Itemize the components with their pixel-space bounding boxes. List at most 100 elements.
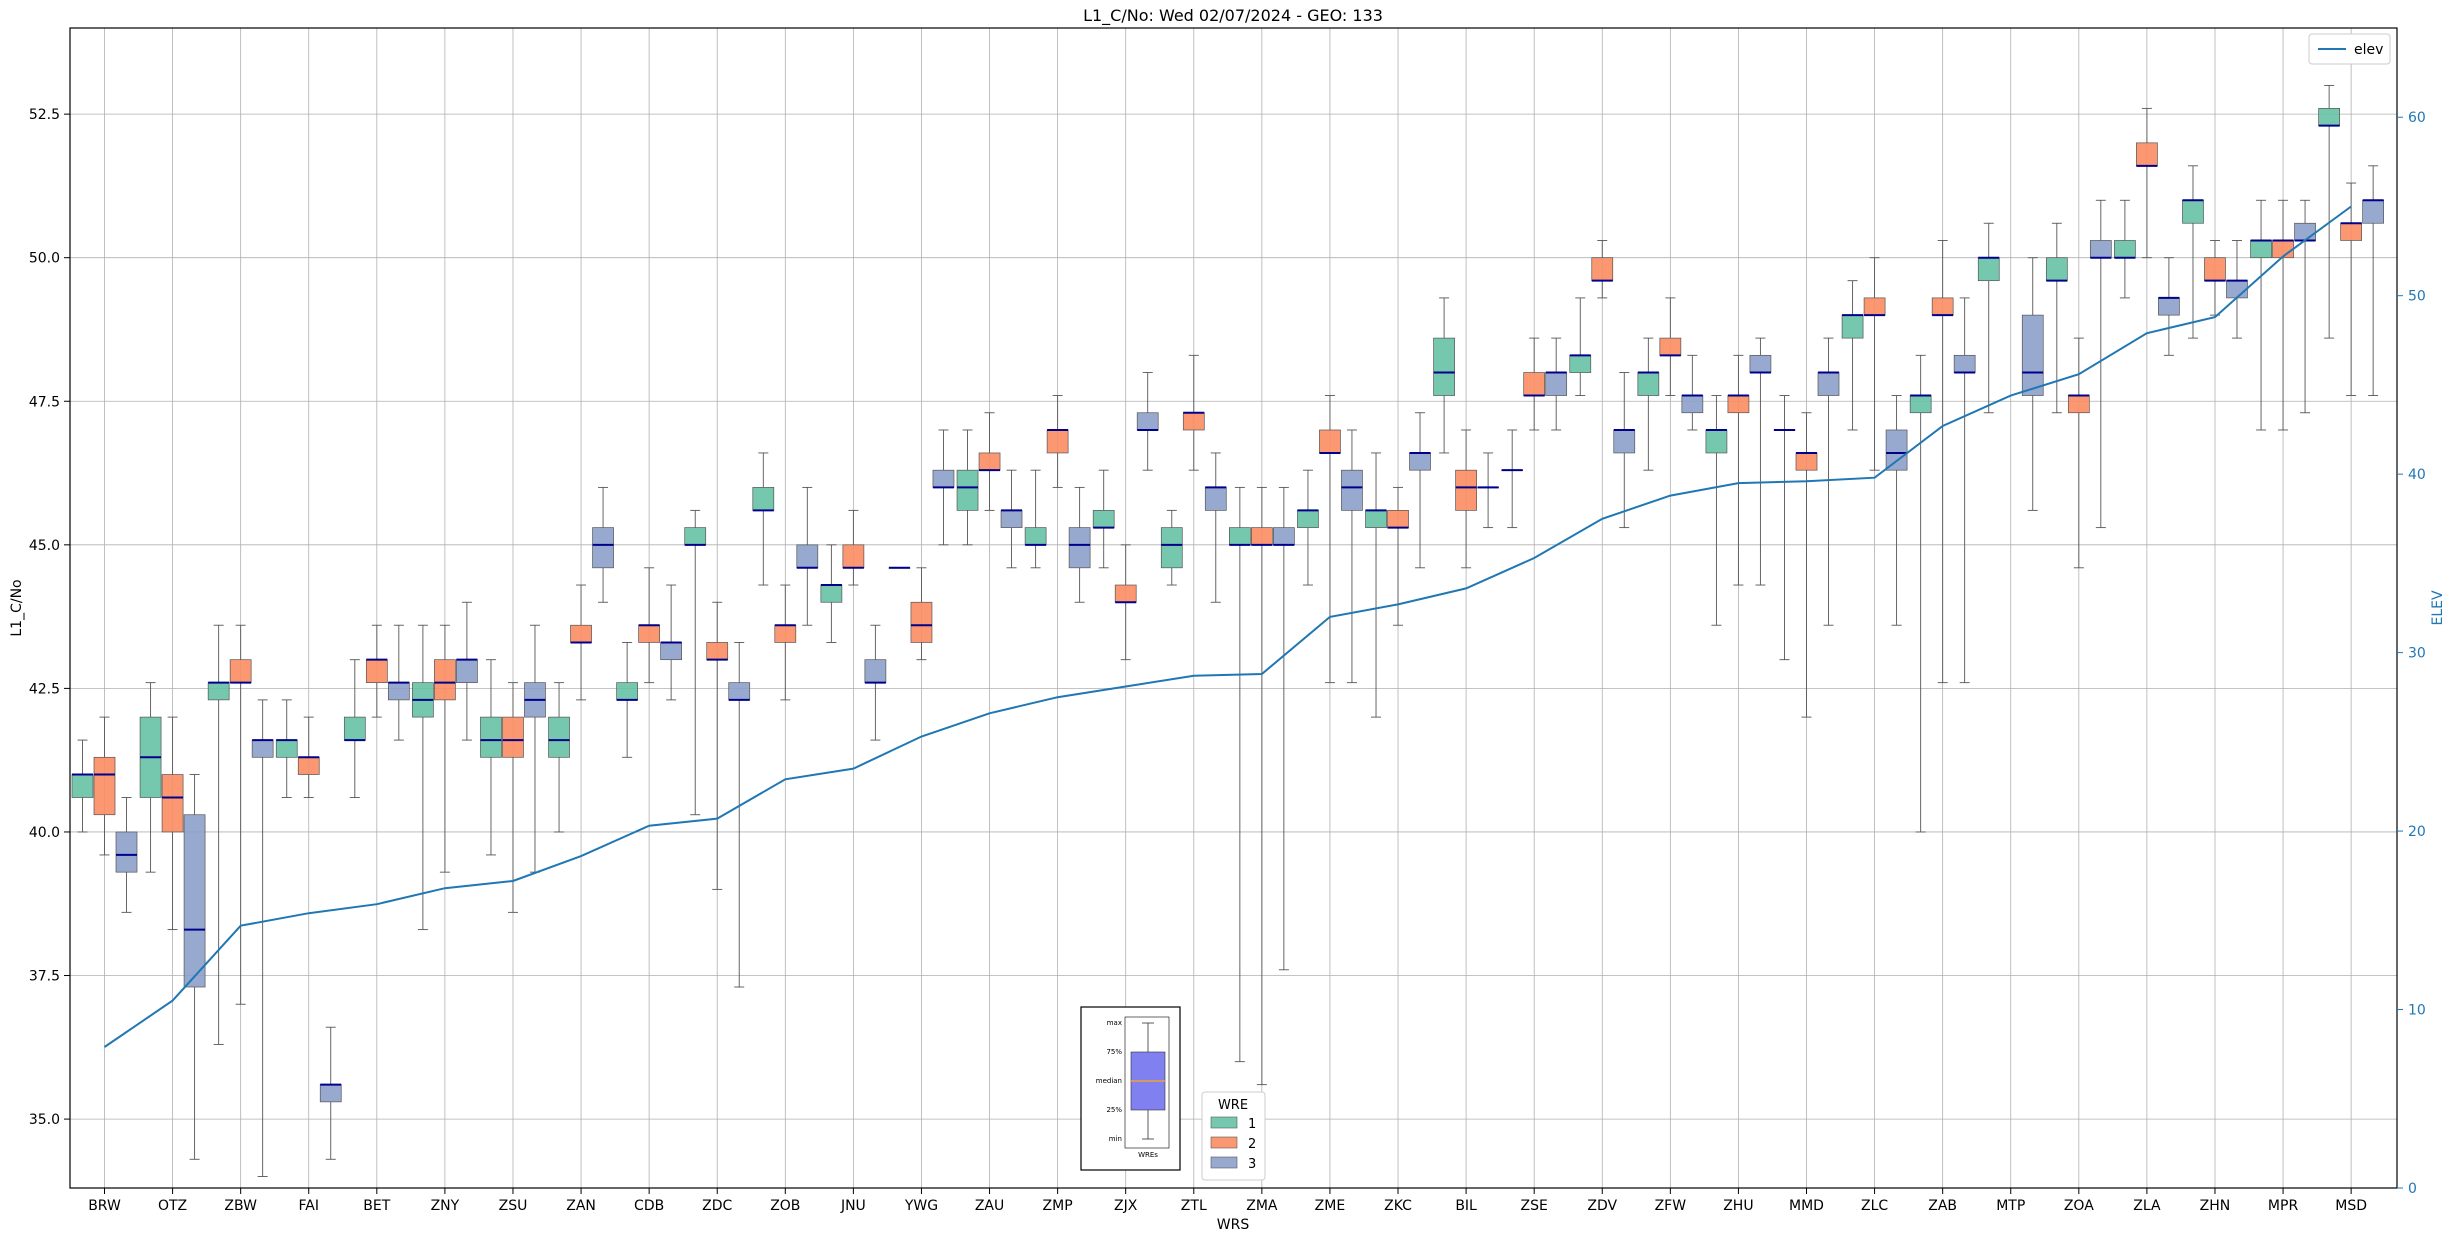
box-iqr xyxy=(297,756,320,775)
box-iqr xyxy=(1204,487,1227,511)
x-tick-label: ZAB xyxy=(1928,1198,1957,1214)
x-tick-label: ZOB xyxy=(770,1198,800,1214)
box-iqr xyxy=(275,739,298,758)
box-iqr xyxy=(2089,240,2112,259)
box-zla-wre1 xyxy=(2114,199,2136,299)
box-zab-wre2 xyxy=(1931,240,1954,684)
box-iqr xyxy=(2250,240,2272,259)
box-iqr xyxy=(183,814,206,988)
box-zob-wre3 xyxy=(796,486,819,626)
box-zdv-wre1 xyxy=(1569,297,1592,396)
box-zjx-wre3 xyxy=(1136,372,1159,471)
wre-legend-label-3: 3 xyxy=(1248,1157,1256,1172)
box-iqr xyxy=(978,452,1001,471)
box-iqr xyxy=(1705,429,1728,454)
box-zdv-wre2 xyxy=(1591,240,1614,299)
box-ywg-wre2 xyxy=(910,567,933,661)
x-tick-label: MMD xyxy=(1789,1198,1824,1214)
box-zhn-wre1 xyxy=(2182,165,2204,339)
y2-axis-label: ELEV xyxy=(2430,590,2446,625)
box-zhu-wre1 xyxy=(1705,395,1728,626)
box-iqr xyxy=(820,584,843,603)
box-bet-wre1 xyxy=(343,659,366,798)
box-iqr xyxy=(1909,395,1932,414)
box-iqr xyxy=(728,682,751,701)
box-iqr xyxy=(2318,108,2340,126)
box-mtp-wre3 xyxy=(2021,257,2044,511)
box-iqr xyxy=(2340,222,2362,241)
box-iqr xyxy=(207,682,230,701)
box-zoa-wre2 xyxy=(2067,337,2090,569)
box-iqr xyxy=(502,716,524,758)
box-iqr xyxy=(251,739,274,758)
box-iqr xyxy=(229,659,252,684)
box-cdb-wre2 xyxy=(638,567,660,684)
elev-line xyxy=(103,205,2352,1048)
box-iqr xyxy=(387,682,410,701)
key-inset-plot-frame xyxy=(1124,1016,1170,1149)
box-bet-wre3 xyxy=(387,624,410,741)
box-iqr xyxy=(1160,527,1183,569)
key-inset-label-median: median xyxy=(1096,1077,1122,1085)
box-iqr xyxy=(1092,510,1115,528)
wre-legend-swatch-3 xyxy=(1210,1156,1238,1169)
box-zoa-wre3 xyxy=(2089,199,2112,529)
key-inset-label-min: min xyxy=(1109,1135,1122,1143)
box-iqr xyxy=(548,716,570,758)
box-zau-wre2 xyxy=(978,412,1001,511)
box-zdc-wre2 xyxy=(706,601,729,890)
y2-tick-label: 60 xyxy=(2408,110,2426,126)
box-msd-wre2 xyxy=(2340,182,2362,396)
box-iqr xyxy=(1523,372,1546,396)
box-iqr xyxy=(1681,395,1704,414)
key-inset-label-q1: 25% xyxy=(1106,1106,1122,1114)
box-zmp-wre3 xyxy=(1068,486,1091,603)
box-zan-wre3 xyxy=(592,486,614,603)
box-bil-wre3 xyxy=(1477,452,1499,529)
box-zjx-wre1 xyxy=(1092,469,1115,569)
box-jnu-wre1 xyxy=(820,544,843,643)
box-iqr xyxy=(932,469,955,488)
x-tick-label: ZNY xyxy=(431,1198,460,1214)
y2-tick-label: 40 xyxy=(2408,467,2426,483)
x-tick-label: MTP xyxy=(1996,1198,2025,1214)
box-zan-wre1 xyxy=(548,682,570,833)
box-iqr xyxy=(638,624,660,643)
wre-legend-label-2: 2 xyxy=(1248,1137,1256,1152)
box-zny-wre2 xyxy=(434,624,456,873)
key-inset-xlabel: WREs xyxy=(1138,1151,1158,1159)
box-brw-wre2 xyxy=(93,716,116,856)
box-iqr xyxy=(616,682,638,701)
box-iqr xyxy=(2045,257,2068,282)
y-tick-label: 52.5 xyxy=(29,107,60,123)
x-tick-label: ZTL xyxy=(1181,1198,1207,1214)
box-zsu-wre1 xyxy=(480,659,502,856)
y-tick-label: 45.0 xyxy=(29,538,60,554)
box-zlc-wre2 xyxy=(1863,257,1886,471)
box-zhu-wre2 xyxy=(1727,354,1750,586)
x-tick-label: JNU xyxy=(840,1198,866,1214)
wre-legend: WRE 1 2 3 xyxy=(1201,1091,1266,1181)
box-iqr xyxy=(1613,429,1636,454)
box-iqr xyxy=(1229,527,1251,546)
box-iqr xyxy=(93,756,116,816)
box-zlc-wre3 xyxy=(1885,395,1908,626)
box-iqr xyxy=(2272,240,2294,259)
box-zse-wre3 xyxy=(1545,337,1568,431)
box-otz-wre3 xyxy=(183,774,206,1160)
y-axis-label: L1_C/No xyxy=(9,579,25,636)
box-brw-wre1 xyxy=(71,739,94,833)
box-iqr xyxy=(1273,527,1295,546)
box-zbw-wre1 xyxy=(207,624,230,1045)
box-bil-wre2 xyxy=(1455,429,1477,569)
box-iqr xyxy=(1024,527,1047,546)
box-iqr xyxy=(1341,469,1363,511)
box-iqr xyxy=(570,624,592,643)
box-zhn-wre2 xyxy=(2204,240,2226,316)
y-tick-label: 40.0 xyxy=(29,825,60,841)
box-zhu-wre3 xyxy=(1749,337,1772,586)
box-iqr xyxy=(1885,429,1908,471)
box-iqr xyxy=(319,1084,342,1103)
